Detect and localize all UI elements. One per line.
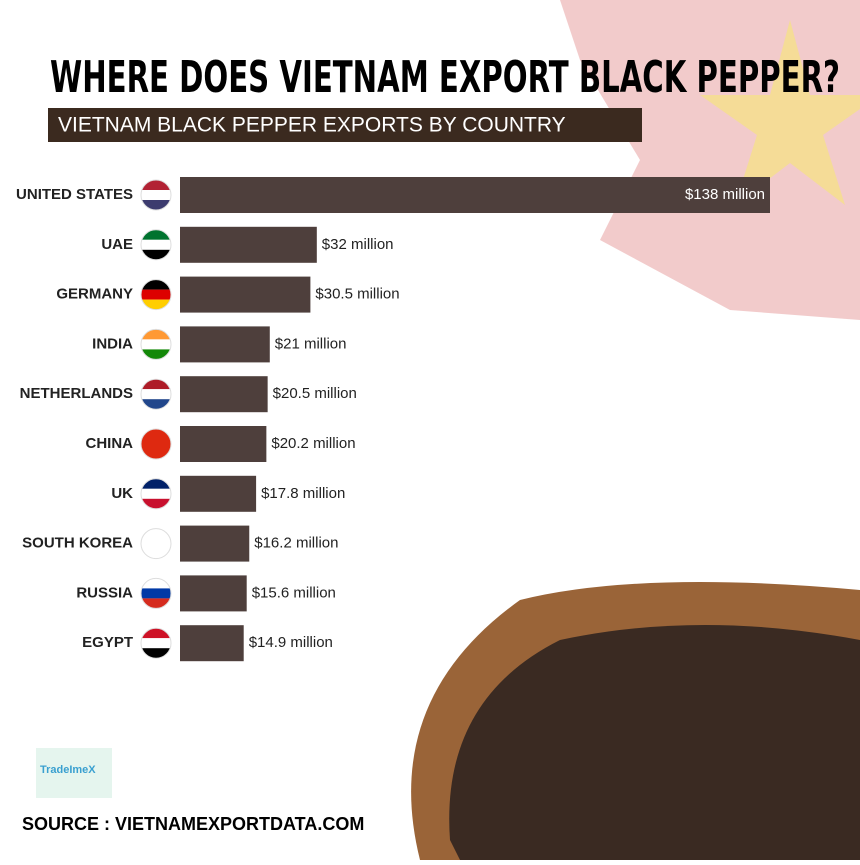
flag-stripe bbox=[141, 249, 171, 260]
bar bbox=[180, 575, 247, 612]
flag-stripe bbox=[141, 349, 171, 360]
flag-stripe bbox=[141, 488, 171, 499]
flag-stripe bbox=[141, 598, 171, 609]
flag-stripe bbox=[141, 329, 171, 340]
flag-stripe bbox=[141, 180, 171, 190]
bar bbox=[180, 177, 770, 213]
category-label: GERMANY bbox=[56, 286, 133, 303]
bar bbox=[180, 426, 267, 462]
flag-stripe bbox=[141, 548, 171, 559]
flag-outline bbox=[140, 328, 172, 360]
bar bbox=[180, 376, 268, 413]
category-label: UK bbox=[111, 485, 133, 502]
value-label: $138 million bbox=[685, 186, 765, 203]
flag-stripe bbox=[141, 200, 171, 210]
flag-stripe bbox=[141, 229, 171, 240]
category-label: INDIA bbox=[92, 335, 133, 352]
category-label: NETHERLANDS bbox=[20, 385, 133, 402]
flag-outline bbox=[140, 279, 172, 311]
flag-stripe bbox=[141, 439, 171, 449]
chart-title: WHERE DOES VIETNAM EXPORT BLACK PEPPER? bbox=[50, 52, 840, 103]
flag-stripe bbox=[141, 449, 171, 459]
chart-subtitle: VIETNAM BLACK PEPPER EXPORTS BY COUNTRY bbox=[58, 114, 566, 137]
flag-stripe bbox=[141, 528, 171, 539]
value-label: $17.8 million bbox=[261, 485, 345, 502]
flag-stripe bbox=[141, 339, 171, 350]
flag-stripe bbox=[141, 648, 171, 659]
value-label: $15.6 million bbox=[252, 584, 336, 601]
flag-stripe bbox=[141, 538, 171, 549]
category-label: UNITED STATES bbox=[16, 186, 133, 203]
flag-stripe bbox=[141, 279, 171, 290]
flag-outline bbox=[140, 378, 172, 410]
category-label: UAE bbox=[101, 236, 133, 253]
peppercorns bbox=[449, 625, 860, 860]
bar bbox=[180, 525, 250, 562]
category-label: CHINA bbox=[86, 435, 134, 452]
flag-stripe bbox=[141, 289, 171, 300]
flag-stripe bbox=[141, 628, 171, 639]
bar bbox=[180, 226, 317, 263]
bar bbox=[180, 276, 311, 313]
logo-map bbox=[36, 748, 112, 798]
flag-stripe bbox=[141, 379, 171, 390]
bar-group: UNITED STATES $138 million UAE $32 million G… bbox=[16, 177, 770, 662]
category-label: SOUTH KOREA bbox=[22, 535, 133, 552]
flag-stripe bbox=[141, 239, 171, 250]
flag-stripe bbox=[141, 498, 171, 509]
flag-star bbox=[700, 20, 860, 205]
flag-outline bbox=[140, 577, 172, 609]
bar bbox=[180, 625, 244, 662]
flag-outline bbox=[140, 229, 172, 261]
bar bbox=[180, 475, 257, 512]
flag-stripe bbox=[141, 299, 171, 310]
flag-stripe bbox=[141, 578, 171, 589]
flag-stripe bbox=[141, 429, 171, 439]
flag-outline bbox=[140, 428, 172, 460]
value-label: $32 million bbox=[322, 236, 394, 253]
subtitle-band bbox=[48, 108, 642, 142]
value-label: $20.2 million bbox=[271, 435, 355, 452]
flag-stripe bbox=[141, 588, 171, 599]
flag-stripe bbox=[141, 638, 171, 649]
value-label: $14.9 million bbox=[249, 634, 333, 651]
category-label: EGYPT bbox=[82, 634, 133, 651]
flag-outline bbox=[140, 179, 172, 211]
flag-stripe bbox=[141, 389, 171, 400]
value-label: $16.2 million bbox=[254, 535, 338, 552]
value-label: $30.5 million bbox=[315, 286, 399, 303]
value-label: $21 million bbox=[275, 335, 347, 352]
logo: TradeImeX bbox=[40, 764, 96, 776]
source: SOURCE : VIETNAMEXPORTDATA.COM bbox=[22, 814, 364, 834]
category-label: RUSSIA bbox=[76, 584, 133, 601]
flag-outline bbox=[140, 528, 172, 560]
value-label: $20.5 million bbox=[273, 385, 357, 402]
flag-outline bbox=[140, 627, 172, 659]
flag-stripe bbox=[141, 399, 171, 410]
bar bbox=[180, 326, 270, 363]
flag-stripe bbox=[141, 190, 171, 200]
flag-stripe bbox=[141, 478, 171, 489]
flag-outline bbox=[140, 478, 172, 510]
